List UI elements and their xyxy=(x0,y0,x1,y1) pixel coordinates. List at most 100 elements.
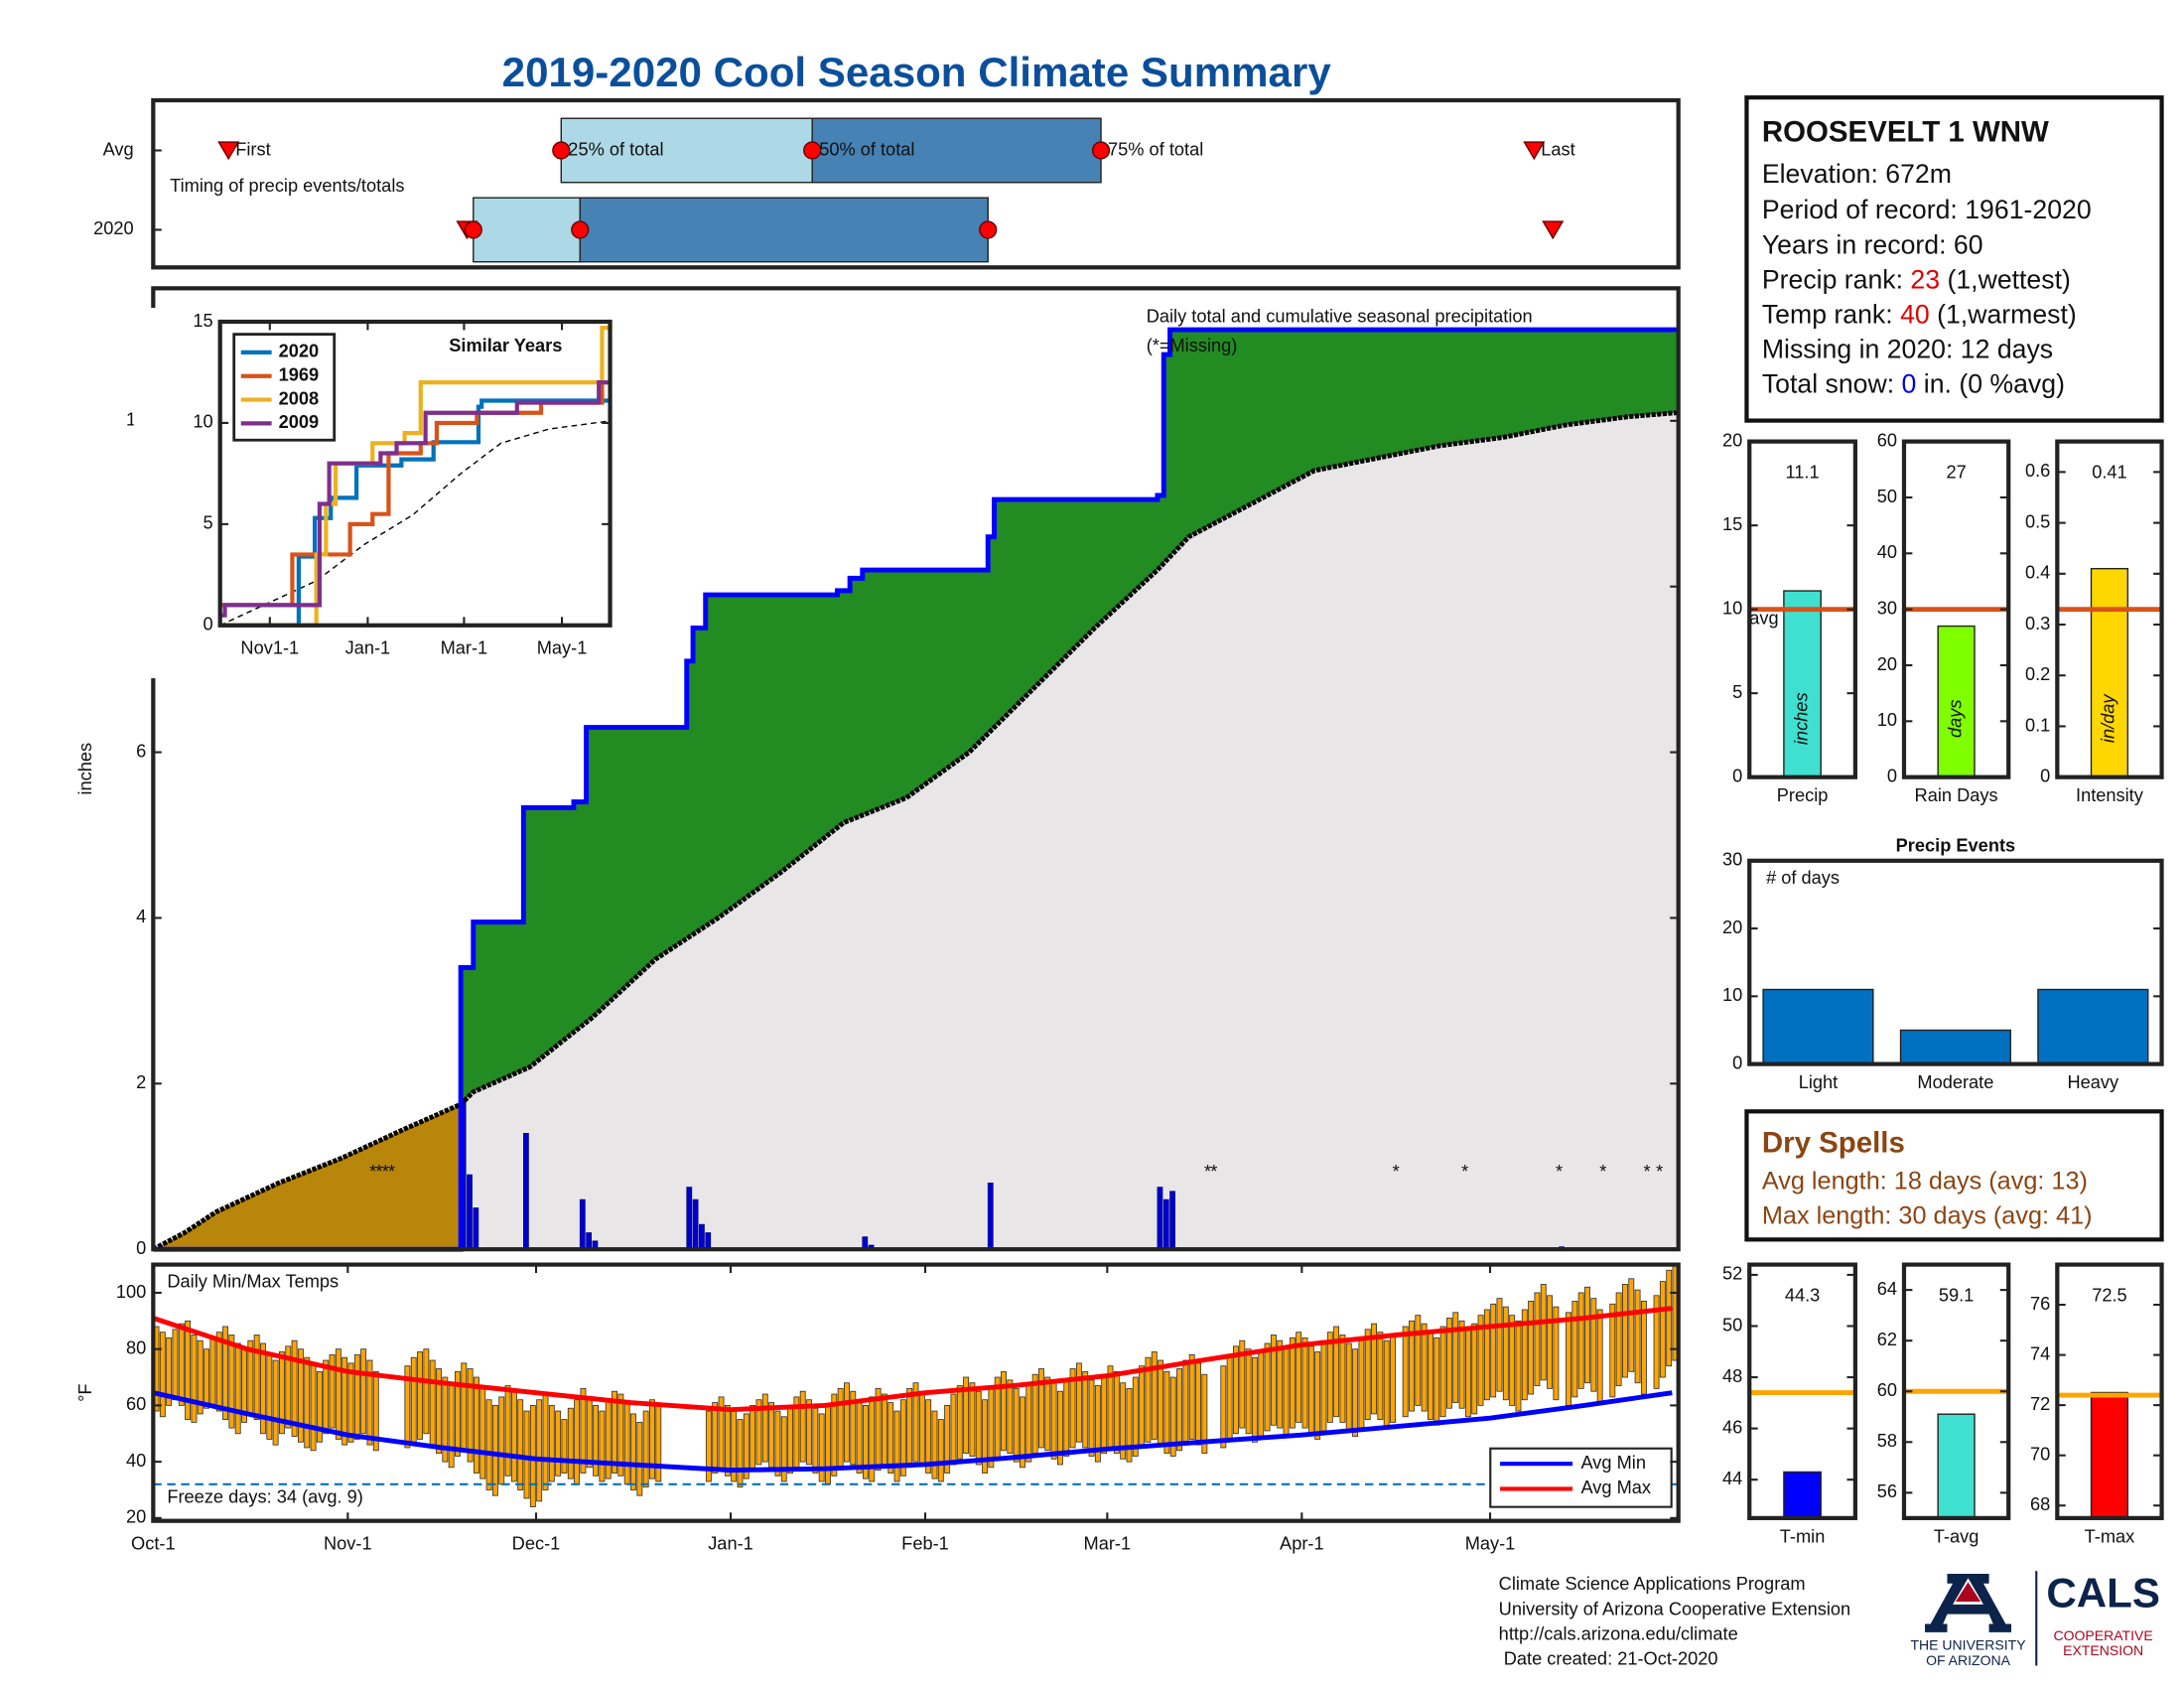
precip-rank-label: Precip rank: xyxy=(1762,264,1911,294)
daily-precip-bar xyxy=(523,1133,529,1250)
temp-range-bar xyxy=(272,1359,279,1446)
missing-marker: * xyxy=(382,1161,389,1182)
temp-range-bar xyxy=(191,1335,198,1423)
temp-range-bar xyxy=(931,1410,938,1479)
daily-precip-bar xyxy=(1162,1198,1169,1250)
temp-range-bar xyxy=(448,1382,455,1469)
footer-line: University of Arizona Cooperative Extens… xyxy=(1499,1598,1850,1618)
temp-range-bar xyxy=(209,1336,216,1406)
temp-range-bar xyxy=(1195,1362,1201,1446)
temp-range-bar xyxy=(498,1396,505,1485)
x-tick-label: Feb-1 xyxy=(901,1532,949,1553)
temp-range-bar xyxy=(574,1399,581,1485)
temp-range-bar xyxy=(969,1382,976,1457)
temp-range-bar xyxy=(1201,1373,1208,1455)
axes-frame xyxy=(151,97,1681,270)
y-tick-label: 74 xyxy=(2030,1342,2050,1363)
temp-range-bar xyxy=(1296,1332,1302,1423)
bar xyxy=(1899,1029,2011,1065)
temp-range-bar xyxy=(178,1323,185,1406)
temp-range-bar xyxy=(918,1390,925,1466)
y-tick-label: 50 xyxy=(1877,486,1897,506)
axes-frame xyxy=(2055,1262,2164,1520)
precip-rank: Precip rank: 23 (1,wettest) xyxy=(1762,264,2071,294)
event-marker xyxy=(217,141,240,161)
temp-range-bar xyxy=(366,1359,373,1446)
temp-range-bar xyxy=(1020,1396,1025,1469)
temp-range-bar xyxy=(1163,1370,1170,1455)
temp-range-bar xyxy=(360,1348,367,1435)
y-tick-label: 60 xyxy=(126,1393,146,1414)
temp-range-bar xyxy=(982,1399,989,1474)
temp-range-bar xyxy=(1409,1320,1415,1412)
unit-label: in/day xyxy=(2098,693,2118,743)
bar xyxy=(1937,1413,1976,1519)
x-tick-label: Apr-1 xyxy=(1280,1532,1324,1553)
event-marker xyxy=(1542,220,1565,240)
missing-marker: * xyxy=(1461,1161,1468,1182)
y-tick-label: 5 xyxy=(204,512,213,533)
total-marker xyxy=(464,220,482,239)
temp-range-bar xyxy=(353,1353,360,1440)
temp-range-bar xyxy=(285,1345,292,1429)
temp-range-bar xyxy=(1264,1342,1271,1432)
y-tick-label: 20 xyxy=(126,1506,146,1527)
y-tick-label: 60 xyxy=(1877,429,1897,450)
daily-precip-bar xyxy=(586,1232,592,1250)
unit-label: inches xyxy=(1790,692,1811,745)
y-tick-label: 30 xyxy=(1722,849,1742,870)
y-tick-label: 40 xyxy=(1877,541,1897,562)
temp-range-bar xyxy=(1088,1379,1095,1457)
temp-range-bar xyxy=(580,1387,587,1474)
temp-range-bar xyxy=(266,1353,273,1440)
temp-range-bar xyxy=(944,1404,951,1474)
bar xyxy=(1783,590,1822,778)
ua-logo-text: OF ARIZONA xyxy=(1926,1652,2011,1668)
temp-rank-value: 40 xyxy=(1900,299,1930,329)
temp-range-bar xyxy=(1120,1382,1127,1460)
y-tick-label: 52 xyxy=(1722,1263,1742,1284)
station-box: ROOSEVELT 1 WNW Elevation: 672m Period o… xyxy=(1744,95,2164,423)
category-label: Precip xyxy=(1777,784,1829,805)
temp-range-bar xyxy=(561,1419,568,1474)
temp-range-bar xyxy=(1534,1292,1541,1386)
series-line xyxy=(219,380,611,618)
temp-rank: Temp rank: 40 (1,warmest) xyxy=(1762,299,2077,329)
temp-range-bar xyxy=(1151,1351,1158,1440)
temp-range-bar xyxy=(1113,1370,1120,1455)
temp-range-bar xyxy=(548,1404,555,1482)
temp-range-bar xyxy=(1464,1329,1471,1418)
category-label: Rain Days xyxy=(1915,784,1998,805)
station-elevation: Elevation: 672m xyxy=(1762,159,1952,189)
temp-range-bar xyxy=(1169,1376,1176,1457)
temp-range-bar xyxy=(323,1359,330,1435)
temp-range-bar xyxy=(1270,1335,1277,1426)
y-tick-label: 0 xyxy=(1887,765,1897,785)
y-tick-label: 0 xyxy=(204,614,213,634)
category-label: T-max xyxy=(2085,1525,2135,1546)
temp-range-bar xyxy=(605,1399,612,1479)
station-missing: Missing in 2020: 12 days xyxy=(1762,335,2053,364)
y-tick-label: 40 xyxy=(126,1450,146,1471)
dry-spells-line: Avg length: 18 days (avg: 13) xyxy=(1762,1168,2088,1196)
y-tick-label: 30 xyxy=(1877,597,1897,618)
y-tick-label: 10 xyxy=(193,411,212,432)
y-tick-label: 0 xyxy=(136,1237,146,1258)
daily-precip-bar xyxy=(473,1207,479,1250)
y-tick-label: 0.1 xyxy=(2025,714,2050,735)
temp-range-bar xyxy=(750,1404,756,1472)
temp-rank-note: (1,warmest) xyxy=(1930,299,2077,329)
footer-line: http://cals.arizona.edu/climate xyxy=(1499,1623,1738,1644)
temp-range-bar xyxy=(1445,1318,1452,1409)
temp-range-bar xyxy=(504,1385,511,1477)
average-temp-line xyxy=(152,1390,1673,1474)
missing-marker: * xyxy=(1204,1161,1211,1182)
station-name: ROOSEVELT 1 WNW xyxy=(1762,115,2049,148)
temp-range-bar xyxy=(204,1348,210,1409)
temp-range-bar xyxy=(1590,1298,1597,1392)
temp-range-bar xyxy=(612,1390,617,1474)
temp-range-bar xyxy=(774,1410,781,1477)
temp-range-bar xyxy=(724,1404,731,1477)
